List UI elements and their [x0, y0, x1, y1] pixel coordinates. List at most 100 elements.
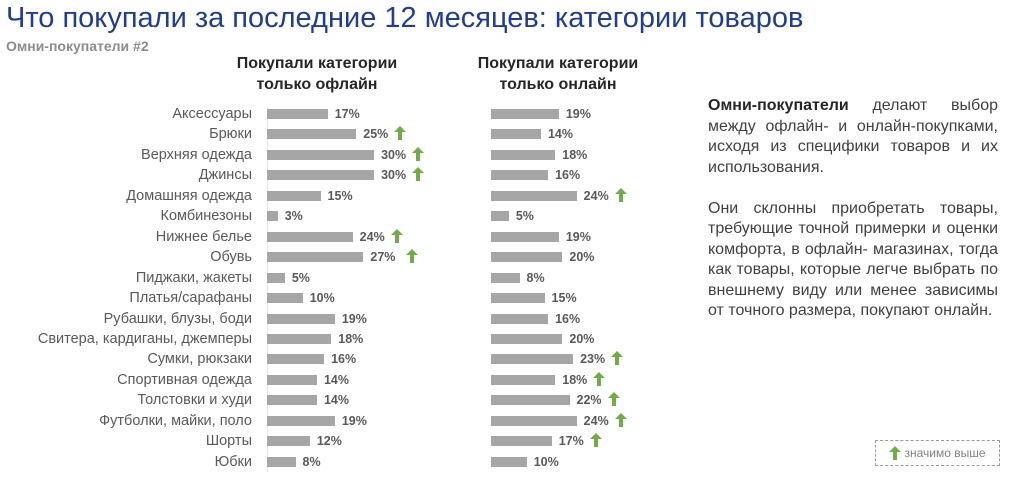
online-value-label: 14% [547, 127, 573, 142]
offline-bar [267, 354, 325, 365]
arrow-up-icon [889, 446, 902, 460]
online-bar [491, 293, 545, 304]
online-value-label: 23% [580, 352, 606, 367]
category-label: Домашняя одежда [126, 187, 252, 204]
online-bar [491, 109, 559, 119]
offline-value-label: 12% [316, 434, 342, 449]
category-label: Платья/сарафаны [129, 290, 252, 307]
online-bar [491, 333, 563, 344]
offline-bar [267, 395, 317, 406]
offline-bar [267, 313, 335, 324]
online-bar [491, 149, 556, 160]
arrow-up-icon [614, 412, 627, 427]
page-title: Что покупали за последние 12 месяцев: ка… [6, 2, 804, 34]
commentary: Омни-покупатели делают выбор между офлай… [708, 96, 998, 342]
online-value-label: 19% [565, 107, 591, 121]
online-title-line-1: Покупали категории [477, 55, 639, 72]
online-title-line-2: только онлайн [499, 76, 617, 93]
offline-value-label: 24% [359, 229, 385, 244]
offline-title-line-2: только офлайн [256, 76, 378, 93]
online-value-label: 18% [562, 147, 588, 162]
category-label: Рубашки, блузы, боди [103, 310, 252, 327]
offline-bar [267, 252, 364, 263]
offline-value-label: 15% [327, 188, 353, 203]
arrow-up-icon [406, 249, 419, 264]
category-label: Верхняя одежда [141, 146, 252, 163]
offline-bar [267, 333, 332, 344]
online-value-label: 17% [558, 434, 584, 449]
online-value-label: 18% [562, 372, 588, 387]
offline-bar [267, 436, 310, 447]
online-value-label: 24% [583, 413, 609, 428]
offline-title-line-1: Покупали категории [236, 55, 398, 72]
online-bar [491, 436, 552, 447]
category-label: Джинсы [198, 167, 252, 184]
online-value-label: 16% [555, 311, 581, 326]
category-label: Толстовки и худи [137, 392, 252, 409]
category-label: Пиджаки, жакеты [135, 269, 252, 286]
category-label: Сумки, рюкзаки [147, 351, 252, 368]
legend-label: значимо выше [904, 446, 986, 460]
offline-value-label: 17% [334, 107, 360, 121]
offline-value-label: 3% [284, 209, 303, 224]
online-bar [491, 211, 509, 222]
arrow-up-icon [390, 228, 403, 243]
offline-value-label: 25% [363, 127, 389, 142]
online-bar [491, 374, 556, 385]
online-bar [491, 415, 577, 426]
online-value-label: 8% [526, 270, 545, 285]
category-label: Брюки [209, 126, 252, 143]
commentary-text-1: делают выбор между офлайн- и онлайн-поку… [708, 97, 998, 176]
online-value-label: 22% [576, 393, 602, 408]
offline-value-label: 5% [291, 270, 310, 285]
offline-bar [267, 129, 357, 140]
offline-value-label: 8% [302, 454, 321, 469]
arrow-up-icon [412, 167, 425, 182]
online-bar [491, 252, 563, 263]
legend: значимо выше [875, 440, 1000, 466]
category-label: Аксессуары [172, 106, 252, 122]
category-label: Футболки, майки, поло [99, 412, 252, 429]
online-bar [491, 231, 559, 242]
offline-axis-line [267, 106, 268, 472]
online-bar [491, 354, 574, 365]
offline-value-label: 18% [338, 331, 364, 346]
offline-value-label: 14% [323, 393, 349, 408]
offline-bar [267, 109, 328, 119]
offline-bar [267, 293, 303, 304]
online-bar [491, 456, 527, 467]
online-bar [491, 395, 570, 406]
arrow-up-icon [607, 392, 620, 407]
arrow-up-icon [412, 146, 425, 161]
commentary-bold: Омни-покупатели [708, 97, 849, 114]
offline-value-label: 19% [341, 311, 367, 326]
online-value-label: 15% [551, 291, 577, 306]
arrow-up-icon [589, 433, 602, 448]
arrow-up-icon [593, 371, 606, 386]
offline-bar [267, 190, 321, 201]
arrow-up-icon [611, 351, 624, 366]
category-label: Комбинезоны [160, 208, 252, 225]
commentary-paragraph-1: Омни-покупатели делают выбор между офлай… [708, 96, 998, 178]
offline-value-label: 14% [323, 372, 349, 387]
offline-value-label: 30% [381, 147, 407, 162]
offline-bar [267, 374, 317, 385]
arrow-up-icon [394, 126, 407, 141]
offline-value-label: 27% [370, 250, 396, 265]
online-value-label: 16% [555, 168, 581, 183]
category-label: Спортивная одежда [117, 371, 252, 388]
category-label: Шорты [205, 433, 252, 450]
online-bar [491, 272, 520, 283]
offline-bar [267, 170, 375, 181]
online-value-label: 20% [569, 331, 595, 346]
online-value-label: 20% [569, 250, 595, 265]
online-bar [491, 129, 541, 140]
category-label: Юбки [214, 453, 252, 470]
page-subtitle: Омни-покупатели #2 [6, 38, 149, 54]
offline-bar [267, 149, 375, 160]
offline-bar [267, 415, 335, 426]
online-bar [491, 190, 577, 201]
offline-value-label: 16% [331, 352, 357, 367]
online-bar [491, 170, 549, 181]
